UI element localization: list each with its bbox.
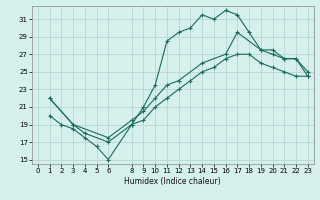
X-axis label: Humidex (Indice chaleur): Humidex (Indice chaleur): [124, 177, 221, 186]
